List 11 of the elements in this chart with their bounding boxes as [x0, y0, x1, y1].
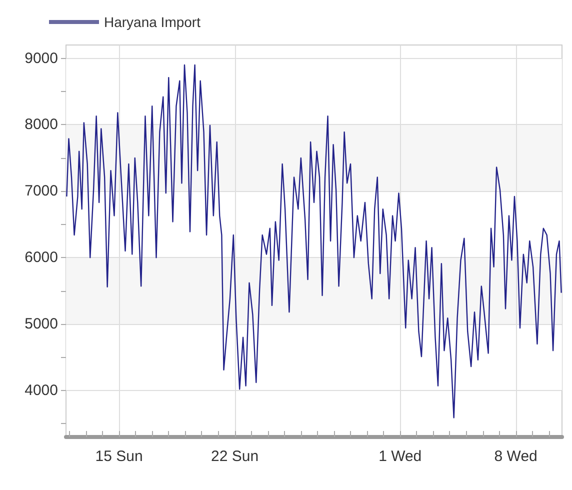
y-tick-label: 9000 [24, 50, 58, 67]
y-tick-label: 5000 [24, 316, 58, 333]
y-tick-label: 6000 [24, 249, 58, 266]
x-tick-label: 1 Wed [378, 448, 422, 465]
x-tick-label: 8 Wed [494, 448, 538, 465]
y-tick-label: 8000 [24, 116, 58, 134]
y-tick-label: 4000 [24, 382, 58, 399]
y-tick-label: 7000 [24, 182, 58, 200]
x-tick-label: 15 Sun [95, 448, 143, 465]
text: Haryana Import [104, 14, 201, 30]
x-tick-label: 22 Sun [211, 448, 259, 465]
